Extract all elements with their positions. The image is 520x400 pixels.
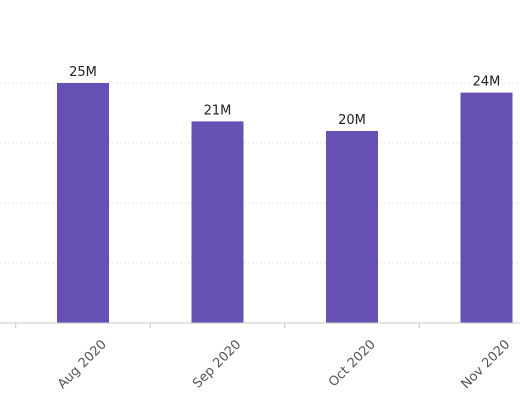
bar[interactable] — [191, 121, 244, 324]
bar-value-label: 25M — [69, 65, 97, 80]
x-tick-label: Nov 2020 — [458, 337, 513, 392]
bar-value-label: 20M — [338, 113, 366, 128]
bar[interactable] — [460, 92, 513, 323]
x-axis — [0, 322, 520, 328]
bar-value-label: 21M — [204, 103, 232, 118]
bars — [57, 83, 513, 324]
grid-lines — [0, 82, 520, 264]
x-tick-label: Sep 2020 — [190, 337, 244, 391]
bar[interactable] — [57, 83, 109, 323]
x-tick-label: Oct 2020 — [326, 337, 379, 390]
x-tick-labels: Aug 2020 Sep 2020 Oct 2020 Nov 2020 — [55, 337, 513, 392]
bar-value-label: 24M — [473, 75, 501, 90]
x-tick-label: Aug 2020 — [55, 337, 110, 392]
bar-value-labels: 25M 21M 20M 24M — [69, 65, 500, 128]
bar[interactable] — [326, 131, 378, 323]
